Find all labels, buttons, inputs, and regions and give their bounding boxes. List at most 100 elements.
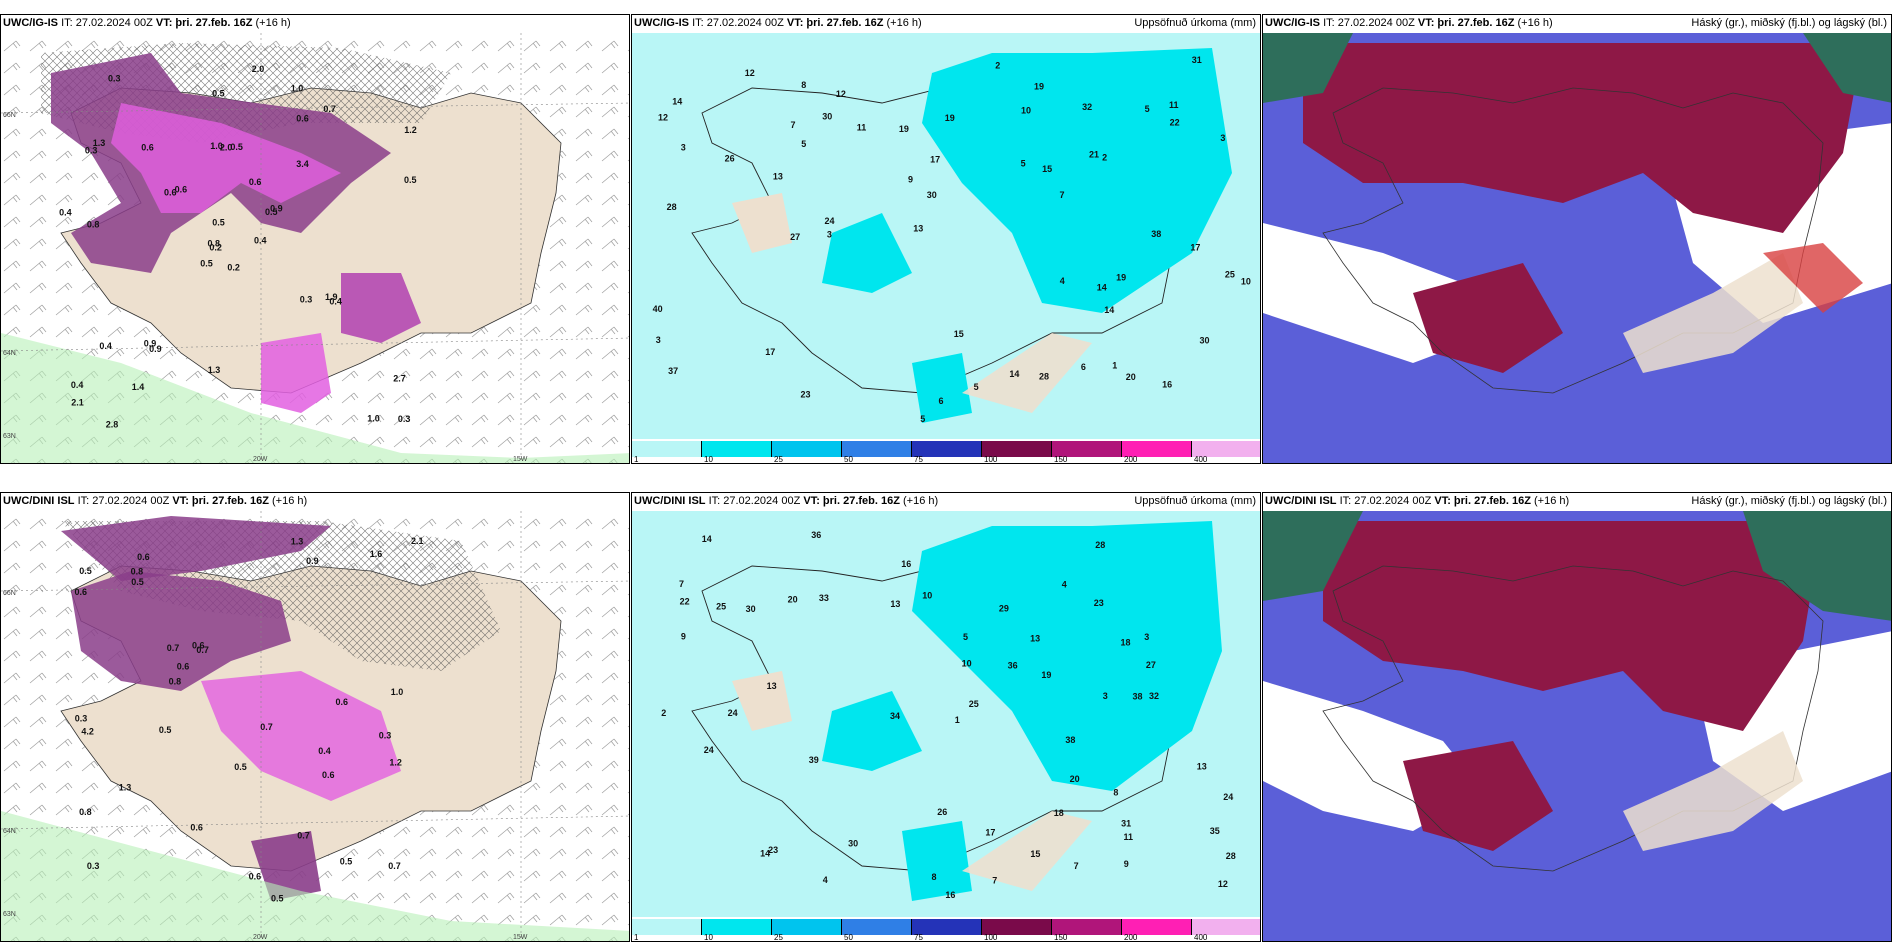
map-value-label: 14 [1009,369,1019,379]
svg-text:15W: 15W [513,934,528,941]
map-value-label: 17 [1190,242,1200,252]
map-value-label: 36 [1008,661,1018,671]
map-value-label: 24 [704,745,714,755]
panel-title: UWC/IG-IS IT: 27.02.2024 00Z VT: þri. 27… [3,17,291,29]
map-value-label: 25 [716,601,726,611]
map-value-label: 0.5 [265,207,278,217]
map-value-label: 0.7 [196,645,209,655]
map-value-label: 12 [1218,879,1228,889]
map-value-label: 0.6 [175,185,188,195]
legend-swatch [842,441,912,457]
map-value-label: 12 [836,89,846,99]
map-value-label: 30 [848,839,858,849]
map-value-label: 0.6 [137,552,150,562]
map-value-label: 2.7 [393,373,406,383]
map-value-label: 0.3 [108,74,121,84]
map-value-label: 0.8 [79,807,92,817]
map-value-label: 1.3 [291,537,304,547]
svg-text:20W: 20W [253,456,268,463]
map-value-label: 19 [945,113,955,123]
map-value-label: 0.9 [144,339,157,349]
map-value-label: 13 [1197,762,1207,772]
map-value-label: 23 [801,390,811,400]
legend-swatch [1052,441,1122,457]
map-value-label: 0.5 [234,762,247,772]
panel-precip-type-row2: UWC/DINI ISL IT: 27.02.2024 00Z VT: þri.… [0,492,630,942]
map-value-label: 5 [974,382,979,392]
panel-variable: Háský (gr.), miðský (fj.bl.) og lágský (… [1691,17,1887,29]
svg-text:63N: 63N [3,911,16,918]
map-value-label: 30 [1200,335,1210,345]
map-value-label: 14 [1104,305,1114,315]
map-value-label: 1.0 [291,83,304,93]
legend-swatch [632,919,702,935]
map-value-label: 8 [801,80,806,90]
svg-text:64N: 64N [3,828,16,835]
legend-tick: 25 [774,933,783,942]
legend-tick: 1 [634,933,639,942]
map-value-label: 36 [811,530,821,540]
svg-text:63N: 63N [3,433,16,440]
map-value-label: 27 [1146,660,1156,670]
map-value-label: 24 [825,216,835,226]
map-value-label: 39 [809,755,819,765]
panel-title: UWC/DINI ISL IT: 27.02.2024 00Z VT: þri.… [634,495,939,507]
legend-tick: 150 [1054,455,1068,464]
map-value-label: 5 [1021,158,1026,168]
map-value-label: 15 [1030,849,1040,859]
map-value-label: 19 [1034,81,1044,91]
map-value-label: 0.6 [192,640,205,650]
map-value-label: 1.3 [208,365,221,375]
legend-tick: 50 [844,933,853,942]
map-value-label: 30 [822,112,832,122]
legend-tick: 50 [844,455,853,464]
map-value-label: 8 [1113,787,1118,797]
map-value-label: 0.4 [318,746,331,756]
map-value-label: 1 [1112,360,1117,370]
map-value-label: 11 [1169,100,1179,110]
map-value-label: 0.4 [254,235,267,245]
map-value-label: 0.9 [149,344,162,354]
panel-variable: Háský (gr.), miðský (fj.bl.) og lágský (… [1691,495,1887,507]
map-value-label: 1.0 [367,413,380,423]
legend-swatch [842,919,912,935]
map-value-label: 0.5 [212,88,225,98]
map-value-label: 0.2 [209,242,222,252]
map-value-label: 0.2 [227,263,240,273]
panel-accumulated-precip-row2: UWC/DINI ISL IT: 27.02.2024 00Z VT: þri.… [631,492,1261,942]
map-value-label: 4 [823,875,828,885]
map-value-label: 0.5 [230,142,243,152]
map-value-label: 24 [1223,792,1233,802]
svg-text:20W: 20W [253,934,268,941]
map-value-label: 0.8 [208,238,221,248]
legend-tick: 100 [984,455,998,464]
map-value-label: 0.4 [71,380,84,390]
map-value-label: 13 [773,172,783,182]
map-value-label: 14 [1097,283,1107,293]
map-value-label: 9 [681,632,686,642]
map-value-label: 0.6 [190,822,203,832]
map-value-label: 0.6 [336,697,349,707]
map-value-label: 25 [969,699,979,709]
map-value-label: 35 [1210,826,1220,836]
map-value-label: 0.5 [200,259,213,269]
map-value-label: 10 [922,591,932,601]
map-value-label: 37 [668,366,678,376]
map-value-label: 0.4 [329,297,342,307]
map-value-label: 20 [1126,372,1136,382]
map-value-label: 2.0 [252,64,265,74]
map-value-label: 30 [927,190,937,200]
map-value-label: 13 [890,599,900,609]
map-value-label: 23 [1094,598,1104,608]
precip-wind-map: 20W 15W 66N 64N 63N 0.40.30.30.60.70.50.… [1,511,629,941]
map-value-label: 13 [1030,634,1040,644]
map-value-label: 1.9 [325,292,338,302]
map-value-label: 13 [767,681,777,691]
map-value-label: 0.9 [270,204,283,214]
map-value-label: 2.0 [220,142,233,152]
cloud-cover-map [1263,33,1891,463]
map-value-label: 19 [899,124,909,134]
map-value-label: 20 [788,594,798,604]
legend-swatch [702,441,772,457]
